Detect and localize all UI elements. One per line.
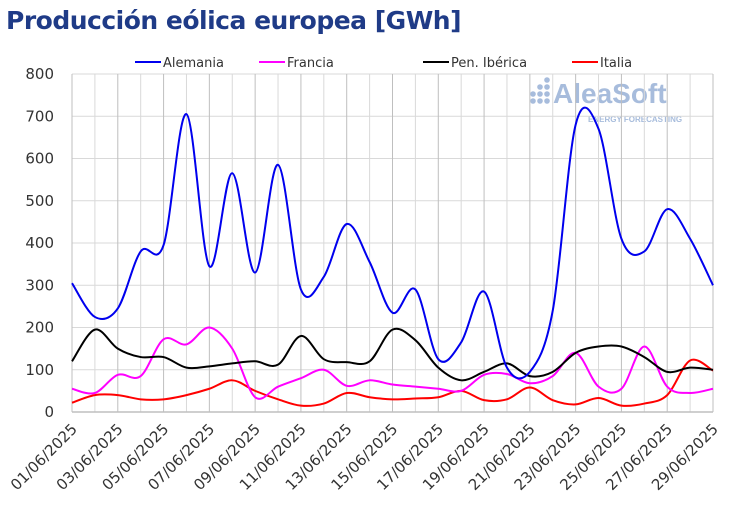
- watermark-tagline: ENERGY FORECASTING: [588, 115, 682, 124]
- y-tick-label: 700: [25, 107, 54, 125]
- watermark-dot: [544, 77, 550, 83]
- series-line-pen-ib-rica: [71, 327, 714, 382]
- watermark-dot: [530, 98, 536, 104]
- y-tick-label: 500: [25, 192, 54, 210]
- legend-label: Alemania: [163, 56, 224, 71]
- y-tick-label: 200: [25, 319, 54, 337]
- watermark-dot: [544, 91, 550, 97]
- y-tick-label: 0: [44, 403, 54, 421]
- y-tick-label: 100: [25, 361, 54, 379]
- legend-label: Italia: [600, 56, 632, 71]
- legend-label: Francia: [287, 56, 334, 71]
- watermark-dot: [530, 91, 536, 97]
- watermark-dot: [544, 98, 550, 104]
- watermark-dot: [544, 84, 550, 90]
- legend-label: Pen. Ibérica: [451, 56, 527, 71]
- series-line-italia: [71, 358, 714, 407]
- y-tick-label: 400: [25, 234, 54, 252]
- watermark-dot: [537, 98, 543, 104]
- chart-title: Producción eólica europea [GWh]: [6, 6, 462, 35]
- y-tick-label: 300: [25, 276, 54, 294]
- watermark-logo: AleaSoft: [553, 78, 667, 109]
- series-line-francia: [71, 326, 714, 400]
- series-line-alemania: [71, 106, 714, 380]
- y-tick-label: 600: [25, 150, 54, 168]
- watermark-dot: [537, 84, 543, 90]
- watermark-dot: [537, 91, 543, 97]
- y-tick-label: 800: [25, 65, 54, 83]
